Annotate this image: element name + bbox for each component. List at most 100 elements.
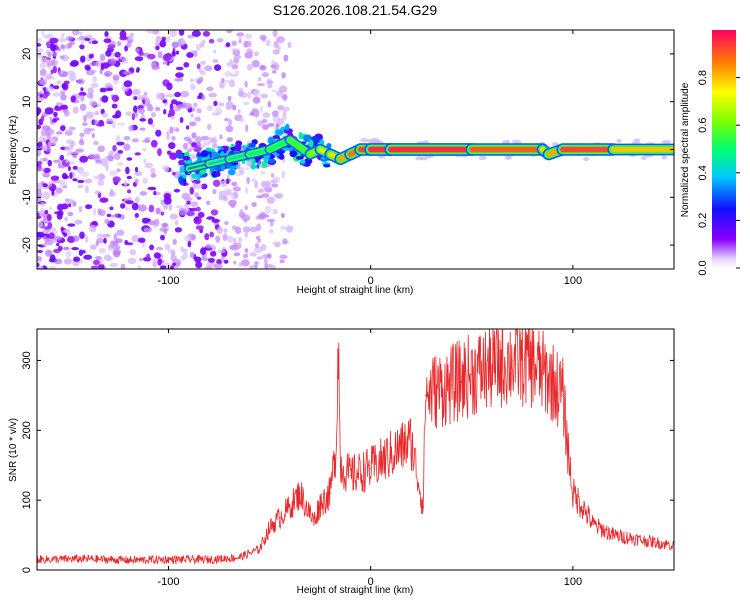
noise-speckle	[211, 112, 221, 116]
noise-speckle	[46, 49, 50, 56]
noise-speckle	[59, 154, 65, 161]
snr-point	[370, 468, 372, 470]
snr-point	[592, 524, 594, 526]
noise-speckle	[37, 191, 43, 198]
noise-speckle	[129, 249, 137, 256]
noise-speckle	[64, 216, 68, 222]
colorbar-tick-label: 0.8	[697, 70, 709, 85]
noise-speckle	[163, 109, 167, 115]
noise-speckle	[267, 122, 275, 127]
noise-speckle	[174, 78, 184, 82]
noise-speckle	[37, 221, 44, 229]
noise-speckle	[224, 70, 232, 77]
noise-speckle	[254, 261, 258, 269]
noise-speckle	[112, 120, 116, 129]
noise-speckle	[257, 77, 262, 82]
noise-speckle	[69, 172, 73, 180]
noise-speckle	[131, 202, 139, 211]
noise-speckle	[49, 254, 56, 262]
noise-speckle	[237, 236, 243, 244]
snr-point	[572, 492, 574, 494]
noise-speckle	[116, 229, 125, 236]
noise-speckle	[228, 118, 233, 127]
noise-speckle	[266, 80, 274, 85]
noise-speckle	[218, 81, 227, 89]
track-blob	[268, 158, 276, 164]
noise-speckle	[48, 206, 53, 211]
noise-speckle	[270, 64, 277, 69]
noise-speckle	[223, 228, 228, 234]
noise-speckle	[277, 105, 285, 111]
track-blob	[256, 163, 260, 169]
noise-speckle	[283, 54, 289, 62]
noise-speckle	[103, 237, 107, 244]
noise-speckle	[163, 228, 168, 235]
noise-speckle	[266, 218, 276, 223]
spectrogram-xlabel: Height of straight line (km)	[297, 285, 414, 296]
noise-speckle	[208, 92, 217, 98]
noise-speckle	[155, 106, 161, 112]
carrier-halo	[502, 140, 509, 145]
noise-speckle	[43, 157, 48, 162]
noise-speckle	[143, 158, 147, 164]
noise-speckle	[206, 216, 215, 220]
noise-speckle	[134, 178, 139, 184]
noise-speckle	[80, 55, 86, 63]
noise-speckle	[152, 258, 157, 266]
noise-speckle	[224, 117, 229, 122]
noise-speckle	[147, 53, 156, 60]
track-blob	[257, 160, 262, 165]
snr-point	[410, 440, 412, 442]
track-blob	[183, 178, 187, 186]
noise-speckle	[267, 83, 273, 89]
noise-speckle	[186, 200, 191, 205]
noise-speckle	[228, 199, 237, 207]
carrier-halo	[360, 138, 369, 143]
noise-speckle	[38, 197, 42, 202]
noise-speckle	[91, 220, 98, 225]
noise-speckle	[210, 209, 219, 216]
noise-speckle	[87, 87, 94, 95]
noise-speckle	[106, 118, 114, 124]
carrier-halo	[661, 140, 672, 144]
noise-speckle	[57, 210, 64, 216]
y-tick-label: 200	[21, 421, 33, 439]
noise-speckle	[90, 265, 100, 269]
noise-speckle	[153, 190, 157, 196]
noise-speckle	[89, 69, 97, 74]
noise-speckle	[236, 32, 245, 37]
track-blob	[248, 143, 256, 148]
noise-speckle	[193, 102, 198, 108]
noise-speckle	[191, 132, 197, 139]
noise-speckle	[41, 125, 51, 131]
y-tick-label: -20	[21, 237, 33, 253]
noise-speckle	[72, 178, 78, 182]
noise-speckle	[117, 122, 126, 126]
noise-speckle	[206, 86, 214, 92]
noise-speckle	[119, 35, 128, 41]
noise-speckle	[204, 65, 213, 72]
carrier-halo	[478, 156, 487, 160]
noise-speckle	[47, 182, 52, 188]
noise-speckle	[123, 143, 131, 151]
noise-speckle	[144, 98, 151, 105]
noise-speckle	[193, 50, 198, 58]
colorbar-tick-label: 0.0	[697, 260, 709, 275]
noise-speckle	[42, 191, 51, 200]
noise-speckle	[160, 211, 165, 216]
noise-speckle	[93, 140, 99, 146]
track-blob	[230, 143, 235, 147]
noise-speckle	[116, 134, 120, 143]
noise-speckle	[278, 37, 284, 44]
noise-speckle	[91, 132, 95, 138]
noise-speckle	[205, 244, 213, 249]
noise-speckle	[37, 182, 44, 191]
noise-speckle	[49, 37, 59, 44]
noise-speckle	[127, 257, 137, 265]
noise-speckle	[108, 191, 117, 197]
noise-speckle	[69, 73, 77, 82]
track-blob	[182, 155, 191, 161]
noise-speckle	[189, 186, 195, 195]
noise-speckle	[272, 241, 281, 246]
track-blob	[300, 159, 306, 164]
